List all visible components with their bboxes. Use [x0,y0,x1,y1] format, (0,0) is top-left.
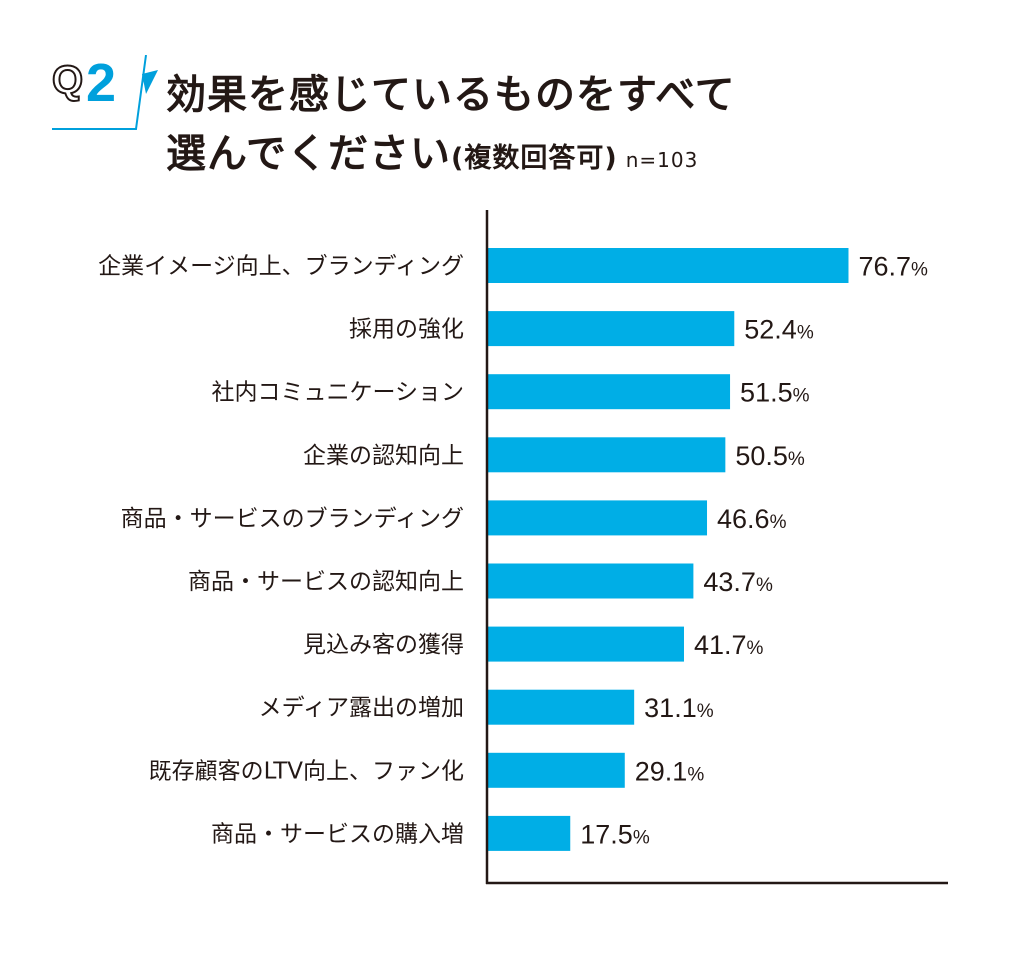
bar [488,752,625,788]
bar [488,626,684,662]
category-label: 商品・サービスのブランディング [121,506,464,532]
category-label: 企業イメージ向上、ブランディング [98,254,464,280]
value-label: 29.1% [635,756,705,786]
bar [488,563,694,599]
value-label: 41.7% [694,630,764,660]
question-badge-frame [52,55,147,130]
bar [488,311,735,347]
category-label: 社内コミュニケーション [211,380,464,406]
value-label: 76.7% [858,252,928,282]
category-label: 商品・サービスの購入増 [211,821,464,847]
category-label: 企業の認知向上 [303,443,464,469]
title-note: (複数回答可) [451,143,618,174]
badge-arrow-icon [142,70,158,94]
bar [488,500,708,536]
value-label: 52.4% [744,315,814,345]
value-label: 50.5% [735,441,805,471]
bar [488,689,635,725]
sample-size: n=103 [625,148,699,172]
value-label: 17.5% [580,819,650,849]
bar [488,437,726,473]
badge-q: Q [51,57,84,103]
category-label: 既存顧客のLTV向上、ファン化 [149,758,464,784]
title-line-1: 効果を感じているものをすべて [166,72,736,118]
category-label: 商品・サービスの認知向上 [188,569,464,595]
value-label: 43.7% [703,567,773,597]
bar [488,815,571,851]
category-label: 採用の強化 [349,317,464,343]
title-main: 選んでください [166,131,451,177]
value-label: 51.5% [740,378,810,408]
category-label: 見込み客の獲得 [303,632,464,658]
category-label: メディア露出の増加 [259,695,464,721]
value-label: 31.1% [644,693,714,723]
bar [488,248,849,283]
value-label: 46.6% [717,504,787,534]
bar [488,374,731,410]
title-line-2: 選んでください(複数回答可) n=103 [166,121,698,179]
badge-number: 2 [86,53,117,113]
